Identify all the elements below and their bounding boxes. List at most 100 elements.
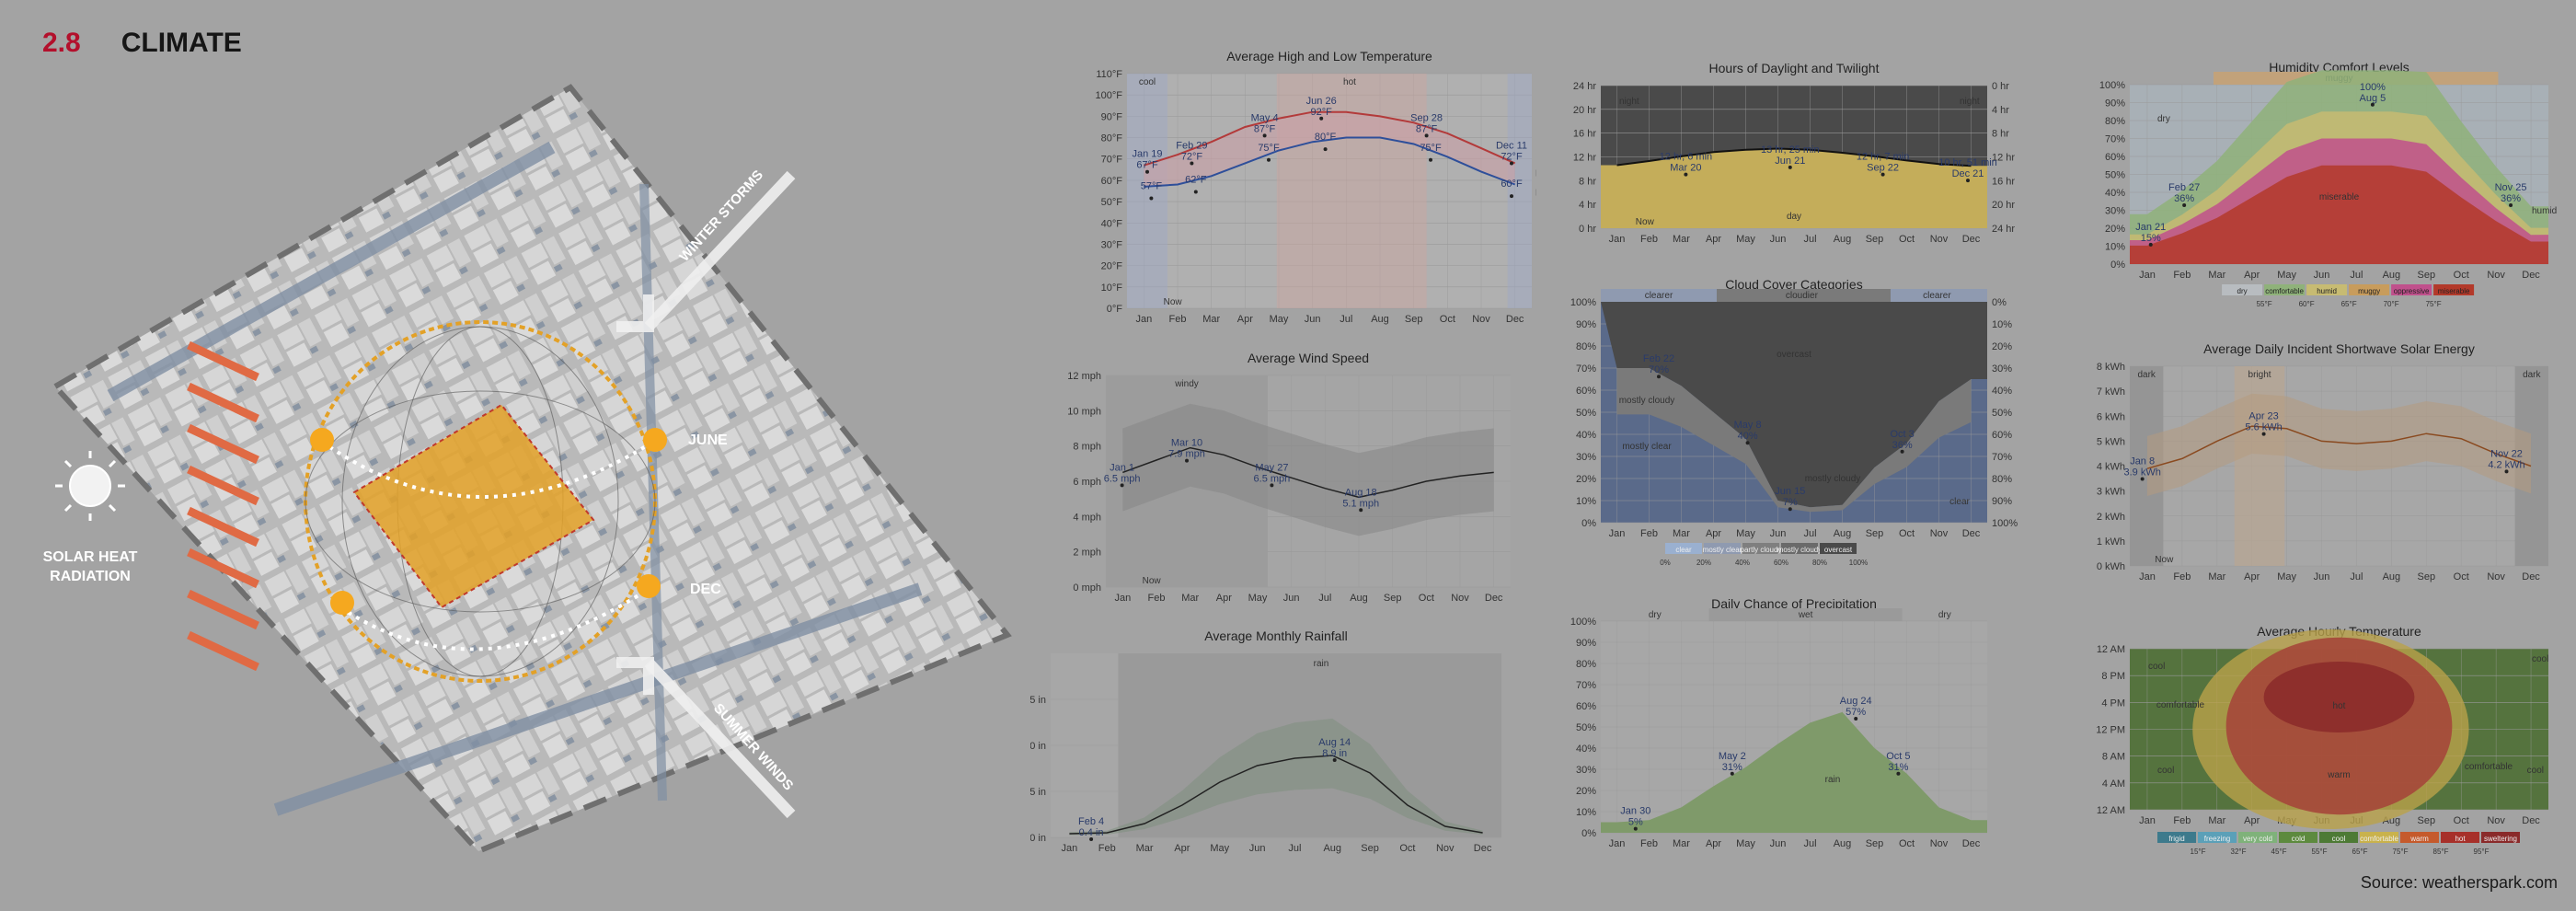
legend-swatch [2222,284,2263,295]
y-tick-label: 60% [1576,386,1596,397]
legend-label: frigid [2168,835,2184,843]
data-marker [1745,441,1750,445]
data-label: 36% [2501,193,2521,204]
x-tick-label: Feb [1098,843,1116,854]
data-marker [1323,147,1328,152]
y-tick-label: 0 hr [1579,224,1596,235]
solar-radiation-stripes [187,340,259,672]
sun-icon [310,428,334,452]
legend-item: hot [2441,832,2479,843]
band-label: bright [2248,370,2271,380]
legend-label: comfortable [2265,287,2304,295]
y-tick-label-right: 90% [1992,496,2012,507]
x-tick-label: Sep [2418,571,2436,582]
x-tick-label: Feb [1148,593,1166,604]
band-label: cool [1139,77,1156,87]
legend-item: clear [1665,543,1702,554]
x-tick-label: Sep [1405,314,1423,325]
x-tick-label: Apr [1174,843,1190,854]
x-tick-label: Nov [1451,593,1469,604]
data-label: Jan 30 [1620,806,1650,817]
x-tick-label: Sep [1866,528,1884,539]
y-tick-label: 12 PM [2096,725,2125,736]
cool-band [1507,74,1532,308]
y-tick-label: 0 in [1030,833,1046,844]
y-tick-label: 20 hr [1573,105,1596,116]
solar-heat-label-1: SOLAR HEAT [43,549,138,565]
y-tick-label: 12 hr [1573,153,1596,164]
temperature-chart: Average High and Low Temperature 110°F 100… [1096,51,1536,325]
chart-title: Average Monthly Rainfall [1204,628,1347,643]
legend-swatch [2238,832,2277,843]
y-tick-label: 30% [1576,452,1596,463]
data-label: Nov 22 [2490,448,2523,459]
legend-item: comfortable [2264,284,2306,295]
y-tick-label: 0% [1581,518,1596,529]
y-tick-label: 70% [1576,363,1596,375]
x-tick-label: Feb [1640,234,1658,245]
solar-range [2146,393,2532,497]
band-label: clearer [1923,291,1951,301]
data-label: 75°F [1258,143,1280,154]
legend-tick: 55°F [2312,848,2328,856]
data-marker [1145,169,1149,174]
x-tick-label: Apr [1706,234,1721,245]
y-tick-label: 70% [2105,134,2125,145]
data-marker [1896,771,1901,776]
x-tick-label: Jan [1609,234,1626,245]
legend-label: miserable [2438,287,2470,295]
y-tick-label: 10% [2105,242,2125,253]
legend-label: muggy [2358,287,2380,295]
data-label: 100% [2360,82,2386,93]
precip-area [1601,711,1987,833]
band-label: windy [1174,379,1199,389]
x-tick-label: Jan [1609,838,1626,849]
x-tick-label: Jun [1305,314,1321,325]
x-tick-label: Jun [2314,270,2330,281]
y-tick-label-right: 4 hr [1992,105,2009,116]
data-marker [1429,157,1432,162]
legend-item: muggy [2349,284,2390,295]
legend-label: warm [2409,835,2429,843]
legend-item: comfortable [2360,832,2398,843]
legend-swatch [1742,543,1779,554]
legend-swatch [2279,832,2317,843]
data-label: Oct 5 [1886,751,1910,762]
x-tick-label: Aug [1323,843,1341,854]
x-tick-label: May [2277,571,2296,582]
y-tick-label: 100% [2099,80,2125,91]
x-tick-label: May [2277,270,2296,281]
sun-icon [330,591,354,615]
legend-label: freezing [2204,835,2230,843]
data-label: 12 hr, 6 min [1660,152,1712,163]
data-marker [1788,507,1792,512]
data-label: May 4 [1251,112,1279,123]
x-tick-label: Apr [1216,593,1232,604]
legend-label: oppressive [2394,287,2430,295]
data-label: Feb 4 [1078,816,1104,827]
x-tick-label: Oct [1899,234,1915,245]
legend-item: humid [2306,284,2348,295]
x-tick-label: Nov [2487,815,2505,826]
x-tick-label: Mar [2208,270,2225,281]
data-label: 36% [2174,193,2194,204]
y-tick-label: 100% [1570,617,1596,628]
data-label: Dec 11 [1496,140,1527,151]
y-tick-label: 24 hr [1573,81,1596,92]
x-tick-label: Apr [2244,571,2260,582]
x-tick-label: Jul [1803,528,1816,539]
legend-label: cool [2332,835,2346,843]
chart-title: Hours of Daylight and Twilight [1709,61,1880,75]
data-marker [1190,161,1194,166]
now-label: Now [1636,217,1655,227]
x-tick-label: May [1736,838,1755,849]
y-tick-label: 10°F [1101,283,1123,294]
chart-title: Cloud Cover Categories [1725,277,1862,292]
x-tick-label: Jul [1340,314,1352,325]
x-tick-label: Apr [2244,270,2260,281]
x-tick-label: Jan [1135,314,1152,325]
data-label: 70% [1649,364,1669,375]
y-tick-label: 90°F [1101,111,1123,122]
x-tick-label: May [1736,234,1755,245]
series-label-low: Low [1535,189,1536,199]
